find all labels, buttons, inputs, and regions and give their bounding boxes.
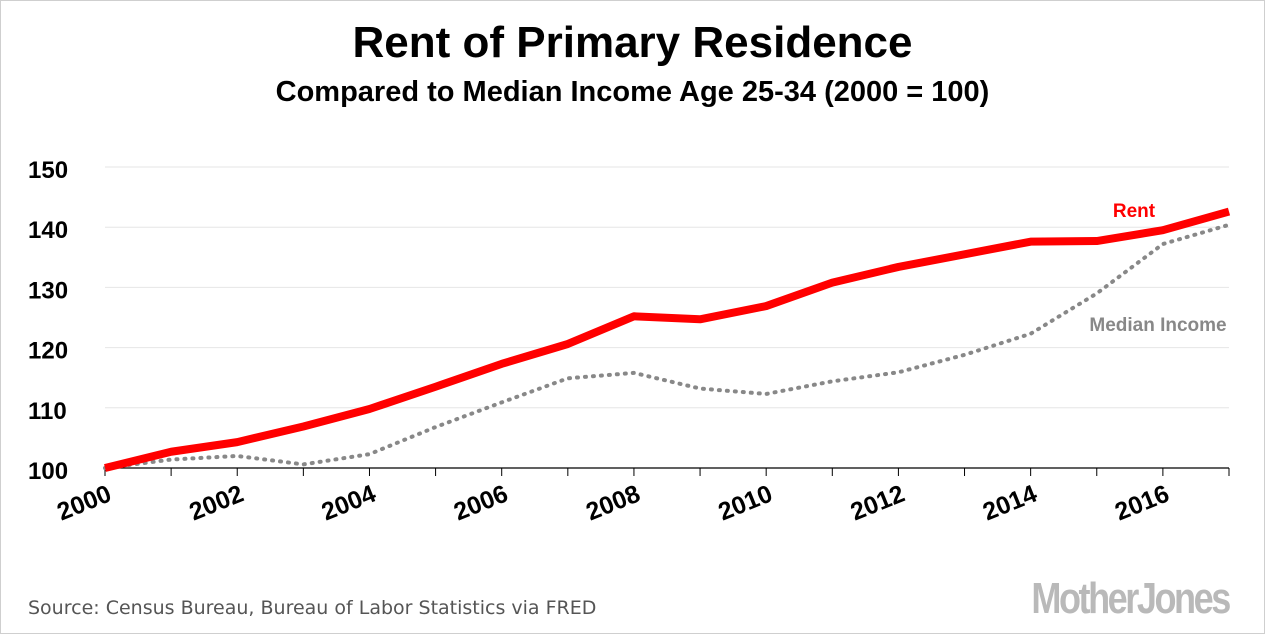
x-tick-label-2012: 2012 (847, 480, 909, 527)
y-tick-label-100: 100 (28, 458, 68, 485)
chart-subtitle: Compared to Median Income Age 25-34 (200… (275, 76, 990, 108)
series-label-median-income: Median Income (1089, 315, 1226, 336)
y-tick-label-150: 150 (28, 157, 68, 184)
x-tick-label-2008: 2008 (582, 480, 644, 527)
y-tick-label-120: 120 (28, 338, 68, 365)
x-tick-label-2002: 2002 (185, 480, 247, 527)
y-tick-label-110: 110 (28, 398, 67, 425)
y-tick-label-140: 140 (28, 217, 68, 244)
mother-jones-logo: MotherJones (1031, 574, 1232, 623)
x-tick-label-2014: 2014 (979, 480, 1041, 527)
x-tick-label-2006: 2006 (450, 480, 512, 527)
series-line-rent (104, 207, 1231, 472)
source-note: Source: Census Bureau, Bureau of Labor S… (28, 597, 597, 619)
y-tick-label-130: 130 (28, 277, 68, 304)
x-tick-label-2010: 2010 (714, 480, 776, 527)
chart-title: Rent of Primary Residence (352, 18, 913, 67)
x-tick-label-2000: 2000 (53, 480, 115, 527)
series-label-rent: Rent (1113, 201, 1156, 222)
x-tick-label-2016: 2016 (1111, 480, 1173, 527)
x-tick-label-2004: 2004 (318, 480, 380, 527)
